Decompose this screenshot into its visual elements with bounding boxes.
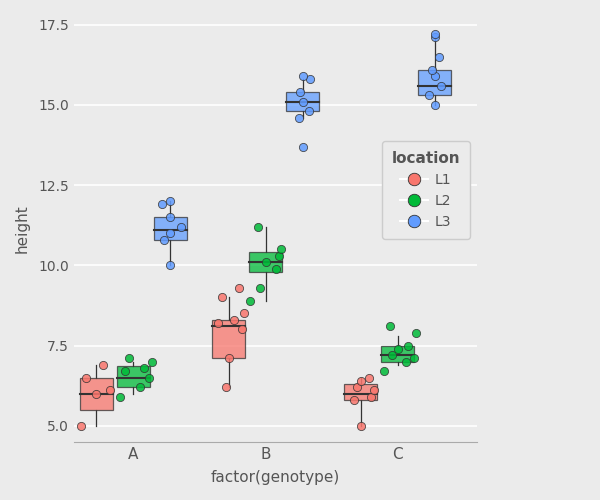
- Point: [409, 354, 418, 362]
- Point: [213, 319, 223, 327]
- Point: [294, 114, 304, 122]
- Point: [430, 30, 440, 38]
- Point: [253, 223, 262, 231]
- Point: [298, 72, 307, 80]
- Point: [166, 213, 175, 221]
- Point: [295, 88, 305, 96]
- Bar: [154, 217, 187, 240]
- Point: [425, 91, 434, 99]
- Point: [221, 384, 231, 392]
- Point: [349, 396, 359, 404]
- Bar: [381, 346, 414, 362]
- Point: [369, 386, 379, 394]
- Point: [385, 322, 395, 330]
- Point: [430, 101, 440, 109]
- Point: [166, 229, 175, 237]
- Point: [235, 284, 244, 292]
- Point: [92, 390, 101, 398]
- Point: [380, 367, 389, 375]
- Point: [239, 310, 249, 318]
- Bar: [418, 70, 451, 95]
- Point: [305, 75, 315, 83]
- Point: [430, 34, 440, 42]
- Point: [256, 284, 265, 292]
- Y-axis label: height: height: [15, 204, 30, 253]
- Point: [76, 422, 85, 430]
- Point: [237, 326, 247, 334]
- Point: [166, 197, 175, 205]
- Point: [356, 377, 365, 385]
- Point: [364, 374, 373, 382]
- Point: [176, 223, 186, 231]
- Point: [261, 258, 271, 266]
- Point: [352, 384, 362, 392]
- Point: [81, 374, 91, 382]
- Point: [158, 200, 167, 208]
- Point: [145, 374, 154, 382]
- Point: [412, 328, 421, 336]
- Point: [139, 364, 149, 372]
- Point: [393, 344, 403, 352]
- Point: [437, 82, 446, 90]
- Point: [105, 386, 115, 394]
- Point: [166, 262, 175, 270]
- Point: [159, 236, 169, 244]
- Point: [401, 358, 410, 366]
- Point: [224, 354, 233, 362]
- Point: [298, 98, 307, 106]
- Point: [277, 246, 286, 254]
- X-axis label: factor(genotype): factor(genotype): [211, 470, 340, 485]
- Point: [298, 142, 307, 150]
- Point: [434, 52, 443, 60]
- Point: [304, 108, 314, 116]
- Point: [271, 264, 281, 272]
- Point: [217, 294, 227, 302]
- Bar: [286, 92, 319, 112]
- Point: [229, 316, 239, 324]
- Point: [245, 296, 254, 304]
- Point: [430, 72, 440, 80]
- Bar: [249, 252, 282, 272]
- Point: [356, 422, 365, 430]
- Point: [98, 361, 108, 369]
- Point: [147, 358, 157, 366]
- Point: [121, 367, 130, 375]
- Bar: [344, 384, 377, 400]
- Point: [367, 393, 376, 401]
- Point: [115, 393, 125, 401]
- Point: [427, 66, 437, 74]
- Legend: L1, L2, L3: L1, L2, L3: [382, 142, 470, 238]
- Bar: [117, 366, 150, 388]
- Point: [274, 252, 284, 260]
- Point: [135, 384, 145, 392]
- Point: [388, 351, 397, 359]
- Point: [403, 342, 413, 349]
- Point: [125, 354, 134, 362]
- Bar: [80, 378, 113, 410]
- Bar: [212, 320, 245, 358]
